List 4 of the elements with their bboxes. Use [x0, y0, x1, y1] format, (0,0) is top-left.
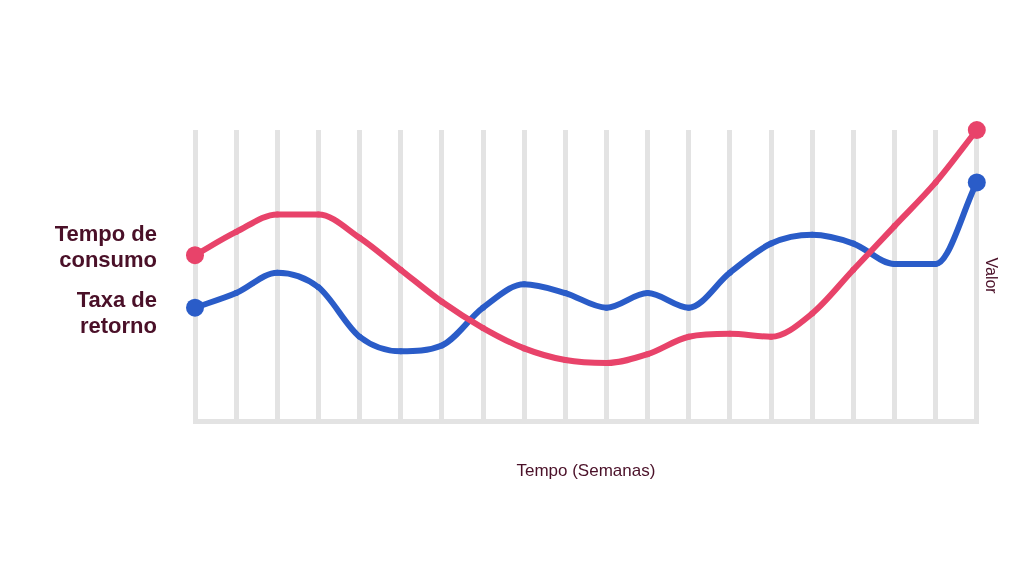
series-label: Taxa de retorno	[76, 287, 157, 339]
x-axis-title: Tempo (Semanas)	[516, 461, 656, 481]
series-label: Tempo de consumo	[54, 221, 157, 273]
y-axis-title: Valor	[982, 257, 1000, 295]
